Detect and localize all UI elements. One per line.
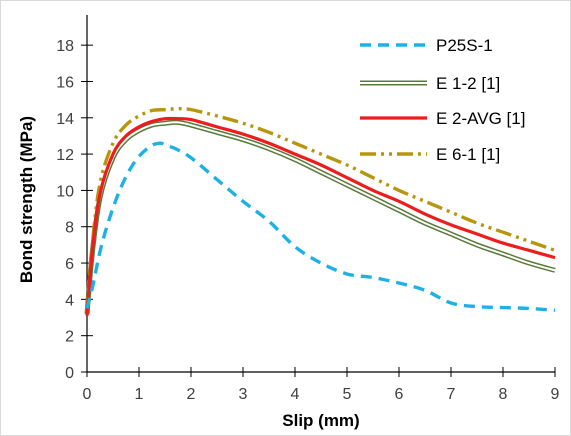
series-layer	[84, 106, 556, 316]
series-3	[85, 106, 556, 313]
y-axis-title: Bond strength (MPa)	[17, 116, 36, 283]
y-tick-label: 2	[65, 329, 74, 346]
series-1	[84, 119, 556, 315]
y-tick-label: 16	[56, 74, 74, 91]
x-tick-label: 9	[551, 386, 560, 403]
series-line	[85, 106, 556, 313]
legend-label: E 1-2 [1]	[436, 74, 500, 93]
x-tick-label: 1	[135, 386, 144, 403]
x-tick-label: 4	[291, 386, 300, 403]
x-tick-label: 8	[499, 386, 508, 403]
x-tick-label: 6	[395, 386, 404, 403]
legend-label: E 2-AVG [1]	[436, 109, 525, 128]
y-tick-label: 14	[56, 111, 74, 128]
legend-label: P25S-1	[436, 36, 493, 55]
y-tick-label: 8	[65, 220, 74, 237]
series-0	[85, 141, 556, 312]
y-tick-label: 6	[65, 256, 74, 273]
x-tick-label: 2	[187, 386, 196, 403]
x-tick-label: 0	[83, 386, 92, 403]
legend-label: E 6-1 [1]	[436, 145, 500, 164]
x-tick-label: 7	[447, 386, 456, 403]
series-line-inner	[86, 121, 556, 314]
series-2	[85, 116, 556, 316]
legend: P25S-1 E 1-2 [1] E 2-AVG [1] E 6-1 [1]	[360, 36, 525, 164]
y-tick-label: 4	[65, 292, 74, 309]
y-tick-label: 12	[56, 147, 74, 164]
x-tick-label: 3	[239, 386, 248, 403]
x-tick-label: 5	[343, 386, 352, 403]
series-line	[85, 141, 556, 312]
series-line	[85, 116, 556, 316]
y-tick-label: 0	[65, 365, 74, 382]
y-tick-label: 10	[56, 183, 74, 200]
x-axis-title: Slip (mm)	[282, 411, 359, 430]
y-tick-label: 18	[56, 38, 74, 55]
